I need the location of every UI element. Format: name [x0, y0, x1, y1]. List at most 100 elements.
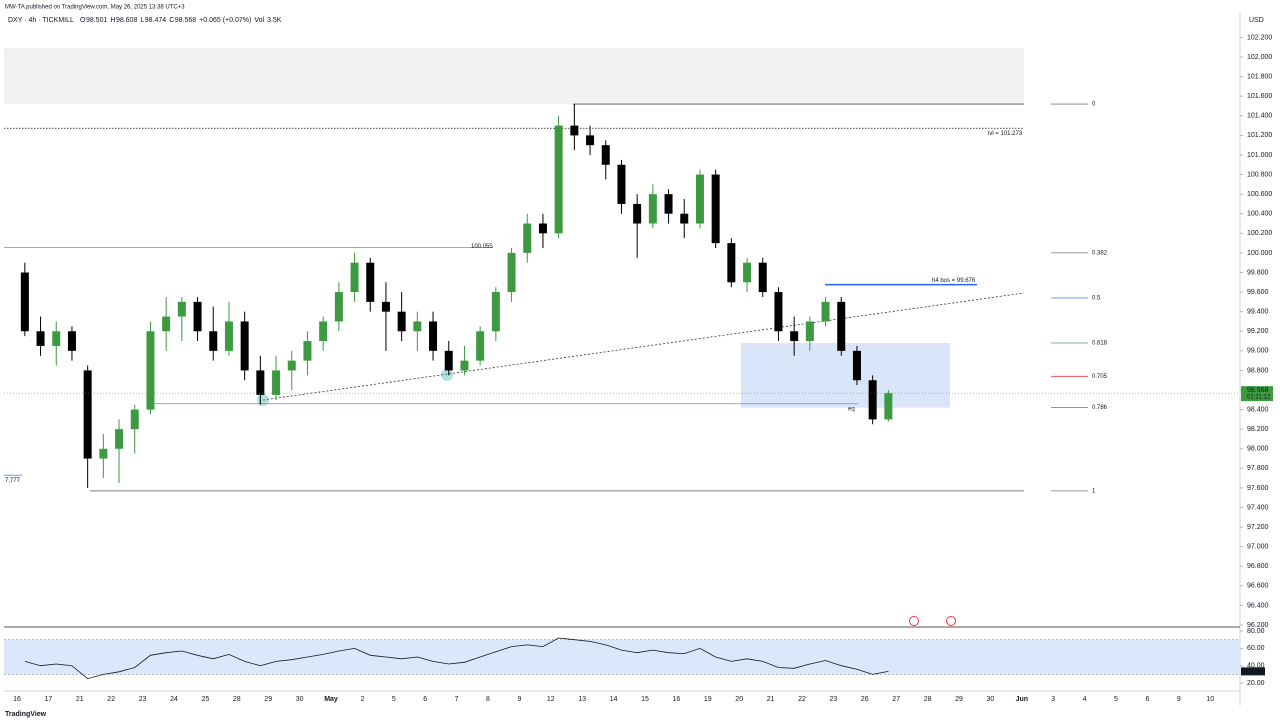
candle-body	[680, 213, 689, 224]
level-label: lvl = 101.273	[988, 131, 1023, 137]
candle-body	[256, 370, 265, 395]
rsi-last-box	[1241, 667, 1265, 676]
candle-body	[36, 331, 45, 346]
x-tick-label: Jun	[1016, 696, 1028, 703]
y-tick-label: 102.200	[1247, 34, 1272, 41]
y-tick-label: 97.000	[1247, 544, 1269, 551]
y-tick-label: 96.200	[1247, 622, 1269, 629]
x-tick-label: 14	[610, 696, 618, 703]
candle-body	[633, 203, 642, 224]
candle-body	[884, 393, 893, 420]
candle-body	[115, 429, 124, 449]
x-tick-label: May	[324, 696, 338, 703]
candle-body	[334, 292, 343, 322]
footer-logo[interactable]: TradingView	[5, 711, 47, 718]
y-tick-label: 96.400	[1247, 602, 1269, 609]
y-tick-label: 97.400	[1247, 504, 1269, 511]
x-tick-label: 23	[830, 696, 838, 703]
y-tick-label: 100.600	[1247, 191, 1272, 198]
ohlc-item: Vol	[254, 17, 264, 24]
ohlc-item: C	[169, 17, 174, 24]
rsi-line	[24, 637, 889, 680]
x-tick-label: 27	[892, 696, 900, 703]
candle-body	[711, 174, 720, 244]
candle-body	[209, 331, 218, 351]
candle-body	[586, 135, 595, 146]
y-tick-label: 99.200	[1247, 328, 1269, 335]
y-tick-label: 98.400	[1247, 406, 1269, 413]
x-tick-label: 10	[1206, 696, 1214, 703]
rsi-last-label: 33.48	[1245, 668, 1263, 675]
candle-body	[852, 350, 861, 381]
swing-marker	[257, 394, 269, 406]
candle-body	[146, 331, 155, 410]
candle-body	[774, 292, 783, 332]
candle-body	[224, 321, 233, 351]
last-price-label: 98.568	[1247, 387, 1269, 394]
candle-body	[429, 321, 438, 351]
level-label: 7,777	[5, 478, 21, 484]
trend-line	[262, 292, 1025, 401]
x-tick-label: 9	[517, 696, 521, 703]
candle-body	[319, 321, 328, 342]
x-tick-label: 2	[360, 696, 364, 703]
candle-body	[790, 331, 799, 342]
x-tick-label: 16	[13, 696, 21, 703]
y-tick-label: 101.200	[1247, 132, 1272, 139]
fib-label: 0.382	[1092, 250, 1108, 256]
candle-body	[460, 360, 469, 371]
rsi-tick-label: 80.00	[1247, 628, 1265, 635]
y-tick-label: 100.400	[1247, 211, 1272, 218]
candle-body	[523, 223, 532, 253]
fib-label: 0	[1092, 102, 1096, 108]
y-tick-label: 96.800	[1247, 563, 1269, 570]
candle-body	[52, 331, 61, 346]
x-tick-label: 28	[924, 696, 932, 703]
candle-body	[617, 164, 626, 204]
ohlc-item: 98.501	[86, 17, 108, 24]
candle-body	[837, 301, 846, 351]
x-tick-label: 3	[1051, 696, 1055, 703]
ohlc-item: +0.065 (+0.07%)	[199, 17, 251, 24]
candle-body	[413, 321, 422, 332]
candle-body	[758, 262, 767, 293]
x-tick-label: 16	[673, 696, 681, 703]
x-tick-label: 12	[547, 696, 555, 703]
y-tick-label: 97.800	[1247, 465, 1269, 472]
x-tick-label: 13	[578, 696, 586, 703]
y-tick-label: 98.000	[1247, 446, 1269, 453]
y-tick-label: 99.400	[1247, 309, 1269, 316]
ohlc-item: O	[80, 17, 86, 24]
event-flag[interactable]	[909, 616, 919, 626]
ohlc-item: 98.568	[175, 17, 197, 24]
candle-body	[193, 301, 202, 332]
event-flag[interactable]	[946, 616, 956, 626]
currency: USD	[1249, 17, 1264, 24]
x-tick-label: 7	[455, 696, 459, 703]
x-tick-label: 29	[264, 696, 272, 703]
ohlc-item: 98.474	[145, 17, 167, 24]
rsi-tick-label: 60.00	[1247, 645, 1265, 652]
y-tick-label: 102.000	[1247, 54, 1272, 61]
y-tick-label: 97.600	[1247, 485, 1269, 492]
countdown: 01:21:12	[1247, 395, 1271, 401]
candle-body	[805, 321, 814, 342]
candle-body	[727, 243, 736, 283]
x-tick-label: 5	[392, 696, 396, 703]
candle-body	[240, 321, 249, 371]
x-tick-label: 29	[955, 696, 963, 703]
byline: MW-TA published on TradingView.com, May …	[5, 5, 185, 11]
swing-marker	[441, 369, 453, 381]
y-tick-label: 100.200	[1247, 230, 1272, 237]
y-tick-label: 96.600	[1247, 583, 1269, 590]
x-tick-label: 5	[1114, 696, 1118, 703]
y-tick-label: 97.200	[1247, 524, 1269, 531]
x-tick-label: 30	[296, 696, 304, 703]
y-tick-label: 99.000	[1247, 348, 1269, 355]
candle-body	[162, 316, 171, 332]
zone	[741, 343, 950, 408]
x-tick-label: 22	[798, 696, 806, 703]
candle-body	[476, 331, 485, 361]
y-tick-label: 100.000	[1247, 250, 1272, 257]
